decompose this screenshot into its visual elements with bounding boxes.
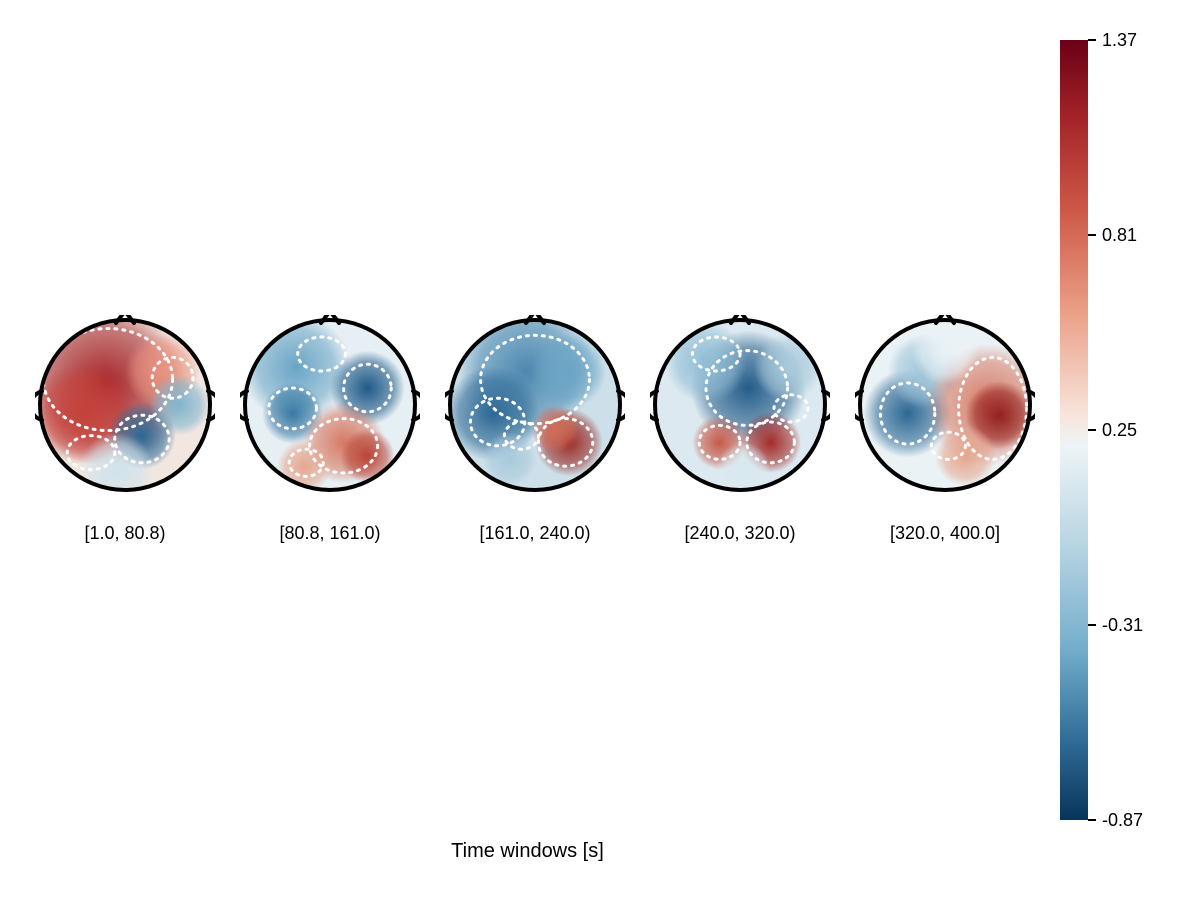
colorbar-tick-mark [1088,39,1096,41]
time-window-label: [320.0, 400.0] [855,523,1035,544]
topomap [35,315,215,495]
topomap-svg [650,315,830,495]
topomap-svg [240,315,420,495]
topomap-svg [445,315,625,495]
colorbar-tick: -0.87 [1088,810,1158,830]
time-window-label: [161.0, 240.0) [445,523,625,544]
time-window-label: [240.0, 320.0) [650,523,830,544]
colorbar-tick-label: 0.25 [1102,420,1137,441]
time-window-labels-row: [1.0, 80.8) [80.8, 161.0) [161.0, 240.0) [2… [35,518,1035,548]
colorbar-tick: -0.31 [1088,615,1158,635]
colorbar-tick-mark [1088,624,1096,626]
colorbar-tick: 1.37 [1088,30,1158,50]
topomap [855,315,1035,495]
colorbar-tick-label: 1.37 [1102,30,1137,51]
topomap [445,315,625,495]
colorbar-tick-mark [1088,429,1096,431]
x-axis-title: Time windows [s] [0,840,1055,863]
topomap [240,315,420,495]
topomap-svg [855,315,1035,495]
colorbar: 1.370.810.25-0.31-0.87 Voltage [1060,40,1200,820]
colorbar-tick-mark [1088,234,1096,236]
colorbar-tick: 0.81 [1088,225,1158,245]
colorbar-tick: 0.25 [1088,420,1158,440]
colorbar-tick-mark [1088,819,1096,821]
topomaps-row [35,300,1035,510]
colorbar-tick-label: -0.31 [1102,615,1143,636]
colorbar-gradient [1060,40,1088,820]
topomap-figure: [1.0, 80.8) [80.8, 161.0) [161.0, 240.0) [2… [0,0,1200,900]
colorbar-tick-label: 0.81 [1102,225,1137,246]
time-window-label: [1.0, 80.8) [35,523,215,544]
time-window-label: [80.8, 161.0) [240,523,420,544]
colorbar-tick-label: -0.87 [1102,810,1143,831]
colorbar-ticks: 1.370.810.25-0.31-0.87 [1088,40,1158,820]
topomap [650,315,830,495]
topomap-svg [35,315,215,495]
